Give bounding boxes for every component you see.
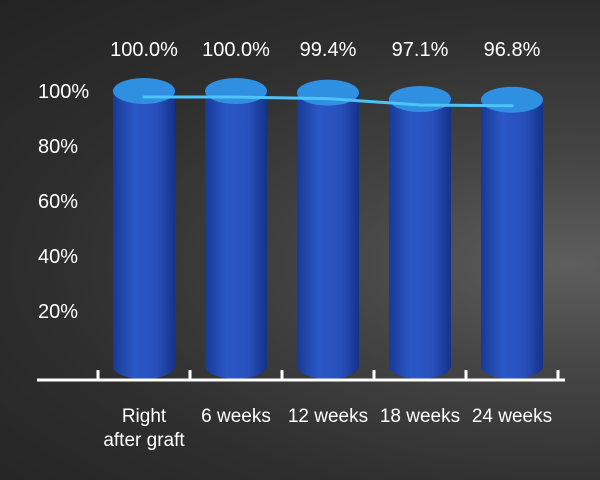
bar xyxy=(297,79,359,380)
y-tick-label: 80% xyxy=(38,136,78,158)
x-tick-label: 12 weeks xyxy=(288,406,368,427)
bar-top xyxy=(389,85,451,112)
bar-top xyxy=(481,86,543,113)
x-tick-label: after graft xyxy=(103,430,185,451)
bar-body xyxy=(205,91,267,379)
x-tick-label: 24 weeks xyxy=(472,406,552,427)
bar-body xyxy=(113,91,175,379)
y-axis-tick-labels: 20% 40% 60% 80% 100% xyxy=(38,81,89,323)
data-label: 100.0% xyxy=(202,39,270,61)
bar xyxy=(205,78,267,379)
y-tick-label: 40% xyxy=(38,246,78,268)
data-label: 100.0% xyxy=(110,39,178,61)
bar xyxy=(113,78,175,379)
bar-top xyxy=(297,79,359,106)
y-tick-label: 100% xyxy=(38,81,89,103)
trend-line xyxy=(142,95,514,108)
x-tick-label: 6 weeks xyxy=(201,406,271,427)
x-axis xyxy=(37,370,565,382)
bar xyxy=(389,85,451,379)
bar-body xyxy=(481,99,543,380)
bar-body xyxy=(297,92,359,380)
data-labels: 100.0% 100.0% 99.4% 97.1% 96.8% xyxy=(110,39,540,61)
bars xyxy=(113,78,543,380)
bar-top xyxy=(113,78,175,104)
data-label: 97.1% xyxy=(392,39,449,61)
x-tick-label: 18 weeks xyxy=(380,406,460,427)
data-label: 99.4% xyxy=(300,39,357,61)
y-tick-label: 20% xyxy=(38,301,78,323)
x-axis-tick-labels: Right after graft 6 weeks 12 weeks 18 weeks 2… xyxy=(103,406,552,451)
x-tick-label: Right xyxy=(122,406,167,427)
bar xyxy=(481,86,543,380)
bar-body xyxy=(389,98,451,379)
trend-line-group xyxy=(142,95,514,108)
y-tick-label: 60% xyxy=(38,191,78,213)
data-label: 96.8% xyxy=(484,39,541,61)
bar-top xyxy=(205,78,267,104)
